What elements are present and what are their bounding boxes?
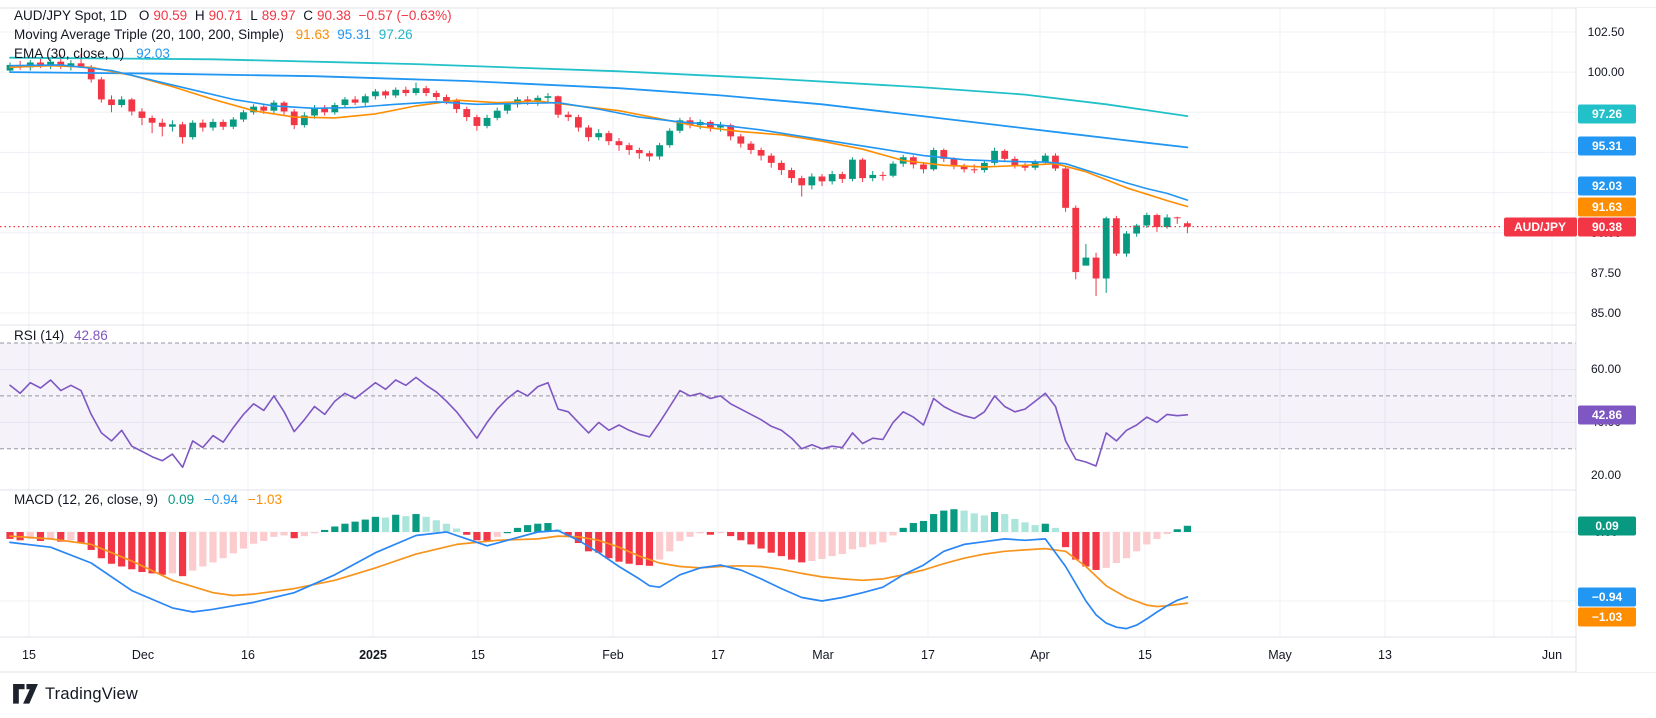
ohlc-c-label: C [303, 8, 314, 23]
time-label: Dec [132, 648, 154, 662]
axis-label: 60.00 [1591, 362, 1621, 376]
svg-text:0.09: 0.09 [1595, 519, 1619, 533]
sma20-badge: 91.63 [1578, 197, 1636, 217]
macd-hist-value: 0.09 [167, 492, 195, 507]
ema-title[interactable]: EMA (30, close, 0) [14, 46, 125, 61]
rsi-line [9, 376, 1189, 469]
svg-text:95.31: 95.31 [1592, 139, 1622, 153]
price-scale[interactable]: 90.0040.000.00102.50100.0087.5085.0060.0… [1504, 8, 1656, 672]
rsi-title[interactable]: RSI (14) [14, 328, 65, 343]
rsi-band [0, 342, 1576, 450]
ema30-badge: 92.03 [1578, 176, 1636, 196]
ma-triple-title[interactable]: Moving Average Triple (20, 100, 200, Sim… [14, 27, 284, 42]
time-label: 13 [1378, 648, 1392, 662]
ema-value: 92.03 [136, 46, 170, 61]
time-scale[interactable]: 15 Dec 16 2025 15 Feb 17 Mar 17 Apr 15 May 13 Jun [22, 648, 1562, 662]
time-label: 15 [22, 648, 36, 662]
pane-separators[interactable] [0, 7, 1656, 673]
time-label: 15 [471, 648, 485, 662]
macd-pane-label: MACD (12, 26, close, 9) 0.09 −0.94 −1.03 [14, 492, 288, 507]
legend-ema-row: EMA (30, close, 0) 92.03 [14, 44, 456, 63]
axis-label: 85.00 [1591, 306, 1621, 320]
macd-signal-badge: −1.03 [1578, 607, 1636, 627]
svg-text:97.26: 97.26 [1592, 107, 1622, 121]
macd-signal-value: −1.03 [247, 492, 282, 507]
ohlc-h-label: H [194, 8, 205, 23]
rsi-pane-label: RSI (14) 42.86 [14, 328, 114, 343]
ohlc-l-value: 89.97 [261, 8, 296, 23]
svg-text:90.38: 90.38 [1592, 220, 1622, 234]
time-label: 17 [711, 648, 725, 662]
svg-text:42.86: 42.86 [1592, 408, 1622, 422]
time-label: May [1268, 648, 1292, 662]
tradingview-logo-text: TradingView [45, 685, 138, 703]
svg-text:−0.94: −0.94 [1592, 590, 1623, 604]
sma20-value: 91.63 [295, 27, 330, 42]
rsi-value: 42.86 [74, 328, 108, 343]
macd-line-value: −0.94 [203, 492, 239, 507]
macd-line-badge: −0.94 [1578, 587, 1636, 607]
time-label: Apr [1030, 648, 1049, 662]
svg-text:−1.03: −1.03 [1592, 610, 1623, 624]
time-label: 2025 [359, 648, 387, 662]
legend-ma-row: Moving Average Triple (20, 100, 200, Sim… [14, 25, 456, 44]
time-label: 15 [1138, 648, 1152, 662]
ohlc-l-label: L [250, 8, 258, 23]
symbol-name-badge: AUD/JPY [1514, 220, 1566, 234]
sma200-value: 97.26 [378, 27, 413, 42]
time-label: 17 [921, 648, 935, 662]
ohlc-h-value: 90.71 [208, 8, 243, 23]
time-label: Jun [1542, 648, 1562, 662]
tradingview-icon [13, 684, 38, 704]
moving-average-lines [9, 56, 1189, 208]
axis-label: 20.00 [1591, 468, 1621, 482]
time-label: 16 [241, 648, 255, 662]
macd-title[interactable]: MACD (12, 26, close, 9) [14, 492, 159, 507]
svg-text:92.03: 92.03 [1592, 179, 1622, 193]
sma100-badge: 95.31 [1578, 136, 1636, 156]
ohlc-c-value: 90.38 [317, 8, 351, 23]
time-label: Feb [602, 648, 624, 662]
sma200-badge: 97.26 [1578, 104, 1636, 124]
change-value: −0.57 (−0.63%) [358, 8, 452, 23]
ohlc-o-label: O [138, 8, 150, 23]
rsi-badge: 42.86 [1578, 405, 1636, 425]
svg-text:91.63: 91.63 [1592, 200, 1622, 214]
ohlc-o-value: 90.59 [153, 8, 188, 23]
axis-label: 102.50 [1588, 25, 1625, 39]
macd-lines [9, 529, 1189, 630]
axis-label: 87.50 [1591, 266, 1621, 280]
macd-hist-badge: 0.09 [1578, 516, 1636, 536]
tradingview-logo[interactable]: TradingView [13, 684, 138, 705]
axis-label: 100.00 [1588, 65, 1625, 79]
time-label: Mar [812, 648, 834, 662]
symbol-title[interactable]: AUD/JPY Spot, 1D [14, 8, 128, 23]
last-price-badge: AUD/JPY 90.38 [1504, 217, 1636, 237]
sma100-value: 95.31 [337, 27, 372, 42]
